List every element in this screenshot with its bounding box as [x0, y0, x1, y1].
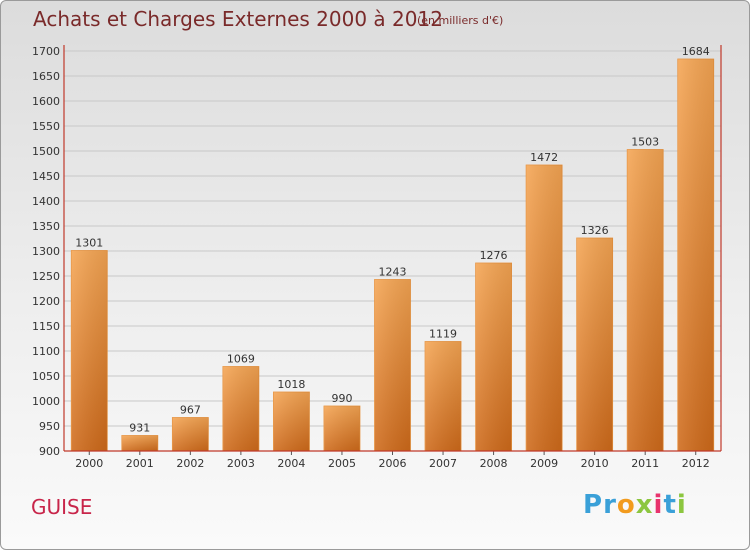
bar-shade [71, 250, 108, 451]
bar-shade [475, 263, 512, 451]
logo-letter: o [616, 490, 636, 520]
data-label: 1472 [530, 151, 558, 164]
logo-letter: x [635, 490, 654, 520]
y-tick-label: 1200 [32, 295, 60, 308]
y-tick-label: 1500 [32, 145, 60, 158]
data-label: 1503 [631, 136, 659, 149]
data-label: 1119 [429, 328, 457, 341]
town-name: GUISE [31, 495, 93, 519]
bar-shade [677, 59, 714, 451]
chart-title: Achats et Charges Externes 2000 à 2012 [33, 7, 443, 31]
axes: 900 950 1000 1050 1100 1150 1200 1250 1300 1350 14… [32, 45, 722, 470]
logo-letter: P [583, 490, 604, 520]
data-label: 1326 [581, 224, 609, 237]
data-label: 1243 [379, 266, 407, 279]
proxiti-logo: Proxiti [583, 490, 687, 520]
y-tick-label: 1350 [32, 220, 60, 233]
y-tick-label: 1150 [32, 320, 60, 333]
y-tick-label: 1550 [32, 120, 60, 133]
data-label: 1301 [75, 237, 103, 250]
data-label: 1069 [227, 353, 255, 366]
x-tick-label: 2001 [126, 457, 154, 470]
bar-shade [627, 149, 664, 451]
bar-shade [576, 238, 613, 451]
x-tick-label: 2004 [277, 457, 305, 470]
bar-shade [425, 341, 462, 451]
x-tick-label: 2009 [530, 457, 558, 470]
x-tick-label: 2006 [379, 457, 407, 470]
y-tick-label: 1450 [32, 170, 60, 183]
bar-shade [121, 435, 158, 451]
logo-letter: i [676, 490, 687, 520]
x-tick-label: 2003 [227, 457, 255, 470]
bar-shade [323, 406, 360, 451]
y-tick-label: 1600 [32, 95, 60, 108]
data-label: 1018 [277, 378, 305, 391]
y-tick-label: 1000 [32, 395, 60, 408]
y-tick-label: 1650 [32, 70, 60, 83]
y-tick-label: 1300 [32, 245, 60, 258]
bars: 1301 931 967 1069 1018 990 1243 1119 1276 1472 132… [70, 45, 715, 452]
y-tick-label: 1700 [32, 45, 60, 58]
x-tick-label: 2011 [631, 457, 659, 470]
logo-letter: r [603, 490, 617, 520]
y-tick-label: 950 [39, 420, 60, 433]
x-tick-label: 2010 [581, 457, 609, 470]
x-tick-label: 2012 [682, 457, 710, 470]
bar-shade [273, 392, 310, 451]
x-tick-label: 2002 [176, 457, 204, 470]
x-tick-label: 2007 [429, 457, 457, 470]
y-tick-label: 900 [39, 445, 60, 458]
y-tick-label: 1100 [32, 345, 60, 358]
bar-shade [222, 366, 259, 451]
x-tick-label: 2008 [480, 457, 508, 470]
y-tick-label: 1400 [32, 195, 60, 208]
x-tick-label: 2005 [328, 457, 356, 470]
y-tick-label: 1050 [32, 370, 60, 383]
data-label: 931 [129, 422, 150, 435]
data-label: 990 [331, 392, 352, 405]
chart-subtitle: (en milliers d'€) [417, 14, 504, 27]
bar-shade [526, 165, 563, 451]
logo-letter: t [663, 490, 677, 520]
logo-letter: i [653, 490, 664, 520]
data-label: 1684 [682, 45, 710, 58]
y-tick-label: 1250 [32, 270, 60, 283]
bar-shade [172, 417, 209, 451]
data-label: 1276 [480, 249, 508, 262]
bar-shade [374, 279, 411, 451]
x-tick-label: 2000 [75, 457, 103, 470]
data-label: 967 [180, 404, 201, 417]
